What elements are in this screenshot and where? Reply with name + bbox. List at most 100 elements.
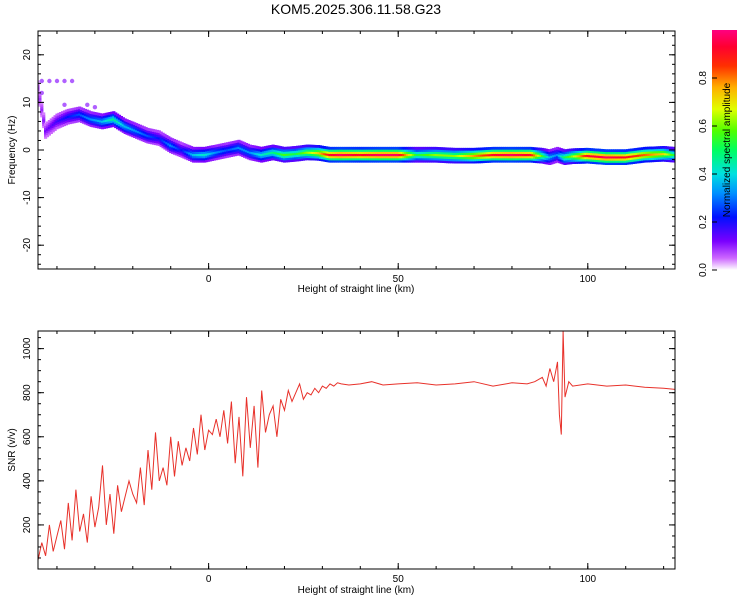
spectral-cell <box>472 147 476 151</box>
spectral-cell <box>216 157 220 160</box>
spectral-cell <box>127 120 131 123</box>
spectral-cell <box>667 157 671 160</box>
spectral-cell <box>415 151 419 154</box>
spectral-cell <box>239 153 243 157</box>
spectral-cell <box>72 111 76 115</box>
spectral-cell <box>620 155 624 159</box>
spectral-cell <box>133 126 137 130</box>
spectral-cell <box>93 112 97 115</box>
spectral-cell <box>216 152 220 156</box>
spectral-cell <box>311 149 315 152</box>
spectral-cell <box>110 124 114 128</box>
spectral-cell <box>171 146 175 150</box>
spectral-cell <box>275 147 279 151</box>
spectral-cell <box>301 157 305 161</box>
spectral-cell <box>184 152 188 156</box>
spectral-cell <box>165 139 169 143</box>
spectral-cell <box>205 150 209 154</box>
spectral-cell <box>127 124 131 127</box>
spectral-cell <box>480 151 484 155</box>
spectral-cell <box>584 156 588 160</box>
spectral-cell <box>59 114 63 117</box>
spectral-cell <box>78 110 82 114</box>
spectral-cell <box>643 159 647 163</box>
spectral-cell <box>599 161 603 165</box>
spectral-cell <box>205 159 209 163</box>
spectral-cell <box>74 109 78 113</box>
spectral-cell <box>161 132 165 136</box>
spectral-cell <box>349 151 353 154</box>
spectral-cell <box>627 157 632 161</box>
spectral-cell <box>307 153 311 156</box>
spectral-cell <box>660 158 664 162</box>
spectral-cell <box>389 153 393 157</box>
spectral-cell <box>286 146 290 150</box>
spectral-cell <box>451 156 455 160</box>
spectral-cell <box>99 117 103 121</box>
spectral-cell <box>533 160 537 163</box>
spectral-cell <box>624 155 628 159</box>
spectral-cell <box>398 151 402 154</box>
spectral-cell <box>510 146 514 150</box>
spectral-cell <box>93 122 97 126</box>
spectral-cell <box>419 155 423 159</box>
spectral-cell <box>250 149 254 152</box>
spectral-cell <box>260 155 264 159</box>
spectral-cell <box>517 155 522 159</box>
spectral-cell <box>641 157 645 161</box>
spectral-cell <box>241 143 245 147</box>
spectral-cell <box>301 151 305 155</box>
spectral-cell <box>421 157 425 161</box>
spectral-cell <box>478 160 482 164</box>
spectral-cell <box>476 147 480 151</box>
spectral-cell <box>582 154 586 158</box>
spectral-cell <box>45 125 50 129</box>
spectral-cell <box>335 155 340 159</box>
spectral-cell <box>542 154 546 158</box>
spectral-cell <box>535 153 539 157</box>
spectral-cell <box>663 150 668 154</box>
spectral-cell <box>343 157 347 161</box>
spectral-cell <box>123 129 127 132</box>
spectral-cell <box>419 146 423 150</box>
spectral-cell <box>267 147 271 151</box>
spectral-cell <box>191 159 196 163</box>
snr-ylabel: SNR (v/v) <box>7 428 18 471</box>
spectral-cell <box>588 152 592 156</box>
spectral-cell <box>53 121 57 125</box>
spectral-cell <box>311 155 315 159</box>
spectral-cell <box>671 151 675 154</box>
spectral-cell <box>626 149 630 152</box>
spectral-cell <box>665 154 669 158</box>
spectral-cell <box>119 126 123 130</box>
spectral-cell <box>273 153 277 157</box>
spectral-cell <box>123 122 127 126</box>
spectral-cell <box>643 146 647 150</box>
spectral-cell <box>654 154 658 158</box>
spectral-cell <box>504 149 508 152</box>
spectral-cell <box>220 149 224 153</box>
spectral-cell <box>669 150 673 154</box>
spectral-cell <box>555 157 560 161</box>
spectral-cell <box>491 146 495 150</box>
spectral-cell <box>639 147 643 151</box>
spectral-cell <box>303 157 307 161</box>
spectral-cell <box>341 151 345 154</box>
spectral-cell <box>59 116 63 120</box>
spectral-cell <box>244 151 249 155</box>
spectral-cell <box>669 153 673 156</box>
spectral-cell <box>409 149 414 152</box>
spectral-cell <box>351 149 355 152</box>
spectral-cell <box>110 120 114 123</box>
spectral-cell <box>74 111 78 115</box>
spectral-cell <box>364 149 368 152</box>
spectral-cell <box>514 146 518 150</box>
spectral-cell <box>432 146 436 150</box>
spectral-cell <box>428 157 432 161</box>
spectral-cell <box>591 152 596 156</box>
spectral-cell <box>159 144 163 148</box>
y-tick-label: 1000 <box>22 337 33 360</box>
spectral-cell <box>277 147 281 151</box>
spectral-cell <box>324 150 328 154</box>
spectral-cell <box>81 118 86 122</box>
